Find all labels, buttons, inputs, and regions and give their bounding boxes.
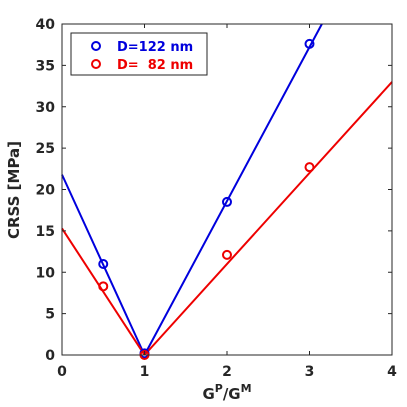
fit-line-series-0-segment-0 [61,174,146,356]
x-tick-label-2: 2 [222,364,232,380]
x-tick-label-4: 4 [387,364,397,380]
x-label-slash: / [223,385,229,403]
data-point-series-0-3 [304,38,315,49]
legend-label-1: D= 82 nm [117,58,193,73]
legend-marker-1 [91,59,101,69]
data-point-series-0-2 [222,196,232,207]
data-point-series-1-2 [222,249,232,260]
x-label-sup2: M [241,382,252,395]
data-point-series-0-0 [98,258,109,269]
fit-line-series-0-segment-1 [143,23,323,356]
x-tick-label-0: 0 [57,364,67,380]
plot-background [62,24,392,355]
y-tick-label-7: 35 [36,58,55,74]
x-label-sup1: P [215,382,223,395]
data-point-series-1-0 [98,281,109,292]
fit-lines-layer [61,23,393,356]
y-tick-label-0: 0 [45,348,55,364]
y-tick-label-2: 10 [36,265,56,281]
y-tick-label-8: 40 [36,17,56,33]
y-tick-label-1: 5 [45,307,55,323]
data-point-series-1-3 [304,162,315,173]
legend: D=122 nm D= 82 nm [70,32,208,76]
legend-label-0: D=122 nm [117,40,193,55]
x-tick-label-3: 3 [305,364,315,380]
y-tick-label-3: 15 [36,224,55,240]
y-tick-label-6: 30 [36,100,56,116]
x-label-base1: G [202,385,214,403]
y-tick-label-5: 25 [36,141,55,157]
y-tick-label-4: 20 [36,183,56,199]
fit-line-series-1-segment-1 [143,81,393,356]
fit-line-series-1-segment-0 [61,227,146,356]
y-axis-label: CRSS [MPa] [5,141,23,239]
x-tick-label-1: 1 [140,364,150,380]
legend-marker-0 [91,41,101,51]
x-label-base2: G [228,385,240,403]
x-axis-label: GP/GM [202,382,251,403]
